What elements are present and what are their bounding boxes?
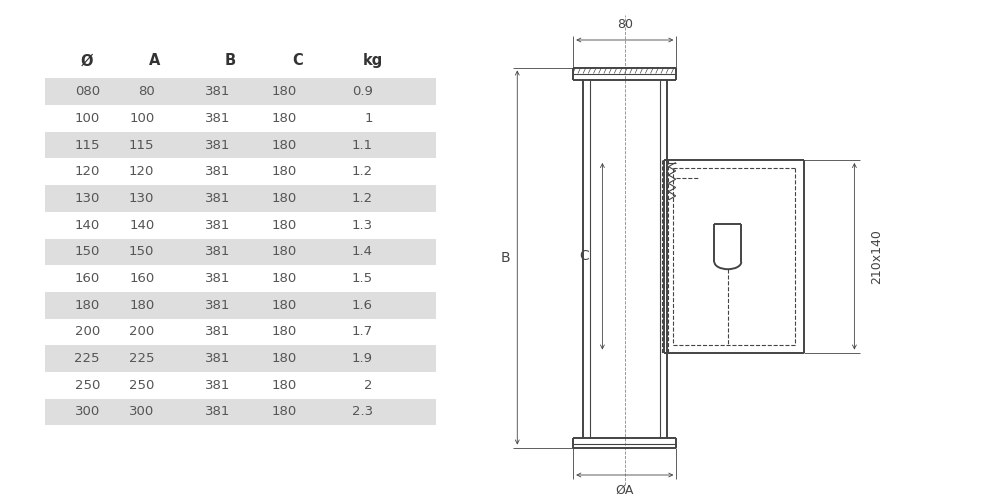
Text: 180: 180 xyxy=(272,246,297,258)
Text: 1.7: 1.7 xyxy=(352,326,373,338)
Text: 1.5: 1.5 xyxy=(352,272,373,285)
Bar xyxy=(45,132,436,158)
Bar xyxy=(45,345,436,372)
Text: 080: 080 xyxy=(75,86,100,98)
Bar xyxy=(45,398,436,425)
Bar xyxy=(45,238,436,265)
Text: ØA: ØA xyxy=(616,484,634,497)
Text: 180: 180 xyxy=(272,406,297,418)
Text: B: B xyxy=(224,54,236,68)
Text: 381: 381 xyxy=(205,298,230,312)
Text: 130: 130 xyxy=(75,192,100,205)
Text: 180: 180 xyxy=(272,138,297,151)
Text: 150: 150 xyxy=(75,246,100,258)
Text: 180: 180 xyxy=(272,352,297,365)
Text: 381: 381 xyxy=(205,138,230,151)
Text: 381: 381 xyxy=(205,112,230,125)
Text: 180: 180 xyxy=(272,112,297,125)
Text: 115: 115 xyxy=(129,138,154,151)
Text: 130: 130 xyxy=(129,192,154,205)
Text: A: A xyxy=(149,54,160,68)
Text: 225: 225 xyxy=(129,352,154,365)
Bar xyxy=(45,292,436,318)
Text: 250: 250 xyxy=(129,378,154,392)
Text: 2: 2 xyxy=(364,378,373,392)
Text: 100: 100 xyxy=(129,112,154,125)
Text: 1.6: 1.6 xyxy=(352,298,373,312)
Text: 1.2: 1.2 xyxy=(352,192,373,205)
Text: 381: 381 xyxy=(205,406,230,418)
Text: 180: 180 xyxy=(272,378,297,392)
Text: 2.3: 2.3 xyxy=(352,406,373,418)
Text: 160: 160 xyxy=(129,272,154,285)
Text: 381: 381 xyxy=(205,86,230,98)
Text: 180: 180 xyxy=(272,192,297,205)
Text: C: C xyxy=(580,249,589,263)
Text: 180: 180 xyxy=(75,298,100,312)
Text: 250: 250 xyxy=(75,378,100,392)
Text: 381: 381 xyxy=(205,378,230,392)
Text: 180: 180 xyxy=(129,298,154,312)
Text: 80: 80 xyxy=(138,86,154,98)
Text: C: C xyxy=(292,54,303,68)
Text: 1.4: 1.4 xyxy=(352,246,373,258)
Text: 200: 200 xyxy=(75,326,100,338)
Text: 381: 381 xyxy=(205,326,230,338)
Text: 100: 100 xyxy=(75,112,100,125)
Text: 381: 381 xyxy=(205,246,230,258)
Text: 381: 381 xyxy=(205,352,230,365)
Text: 1: 1 xyxy=(364,112,373,125)
Bar xyxy=(45,78,436,105)
Text: 115: 115 xyxy=(74,138,100,151)
Text: 180: 180 xyxy=(272,272,297,285)
Text: 180: 180 xyxy=(272,218,297,232)
Text: 180: 180 xyxy=(272,86,297,98)
Text: 210x140: 210x140 xyxy=(870,229,883,283)
Text: 0.9: 0.9 xyxy=(352,86,373,98)
Text: kg: kg xyxy=(363,54,383,68)
Text: 1.3: 1.3 xyxy=(352,218,373,232)
Text: 180: 180 xyxy=(272,326,297,338)
Text: 180: 180 xyxy=(272,166,297,178)
Text: 1.2: 1.2 xyxy=(352,166,373,178)
Text: 381: 381 xyxy=(205,272,230,285)
Text: 180: 180 xyxy=(272,298,297,312)
Text: B: B xyxy=(500,250,510,264)
Text: 150: 150 xyxy=(129,246,154,258)
Text: 300: 300 xyxy=(75,406,100,418)
Bar xyxy=(45,185,436,212)
Text: 120: 120 xyxy=(75,166,100,178)
Text: 225: 225 xyxy=(74,352,100,365)
Text: 381: 381 xyxy=(205,166,230,178)
Text: 1.9: 1.9 xyxy=(352,352,373,365)
Text: 200: 200 xyxy=(129,326,154,338)
Text: 140: 140 xyxy=(75,218,100,232)
Text: 381: 381 xyxy=(205,218,230,232)
Text: 120: 120 xyxy=(129,166,154,178)
Text: 300: 300 xyxy=(129,406,154,418)
Text: 1.1: 1.1 xyxy=(352,138,373,151)
Text: 160: 160 xyxy=(75,272,100,285)
Text: 140: 140 xyxy=(129,218,154,232)
Text: 381: 381 xyxy=(205,192,230,205)
Text: Ø: Ø xyxy=(81,54,93,68)
Text: 80: 80 xyxy=(617,18,633,31)
